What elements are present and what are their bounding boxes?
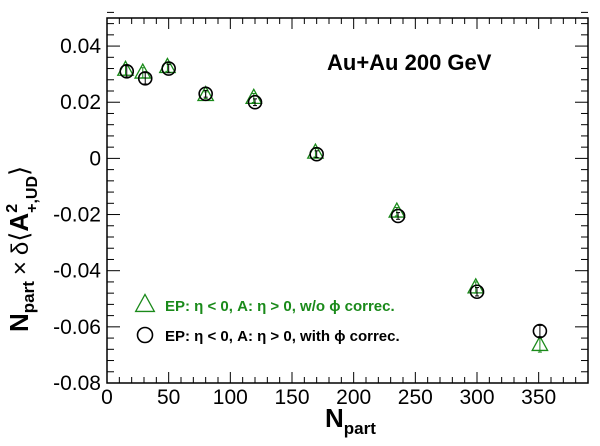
- data-point: [161, 61, 176, 76]
- legend-label: EP: η < 0, A: η > 0, w/o ϕ correc.: [165, 298, 395, 315]
- y-axis-label-rangle: ⟩: [4, 166, 34, 176]
- y-axis-label-delta: δ: [7, 242, 34, 255]
- legend-marker: [136, 326, 154, 344]
- data-point: [119, 64, 135, 79]
- x-tick-label: 350: [521, 386, 556, 409]
- y-axis-label-a: A: [4, 213, 34, 232]
- x-tick-label: 200: [336, 386, 371, 409]
- legend-label: EP: η < 0, A: η > 0, with ϕ correc.: [165, 328, 400, 345]
- x-axis-label-sub: part: [344, 419, 376, 438]
- y-axis-label-langle: ⟨: [4, 232, 34, 242]
- x-tick-label: 100: [213, 386, 248, 409]
- data-point: [198, 86, 213, 102]
- y-tick-label: -0.08: [53, 372, 101, 395]
- y-axis-label-n: N: [4, 313, 34, 332]
- y-tick-label: -0.04: [53, 260, 101, 283]
- x-axis-label-main: N: [325, 403, 344, 433]
- x-tick-label: 250: [398, 386, 433, 409]
- y-tick-label: 0.02: [60, 91, 101, 114]
- y-tick-label: 0: [89, 147, 101, 170]
- plot-frame: [106, 17, 589, 384]
- data-point: [137, 71, 153, 86]
- y-tick-label: -0.02: [53, 204, 101, 227]
- x-axis-label: Npart: [325, 403, 376, 438]
- y-axis-label-a-sub: +,UD: [24, 176, 41, 213]
- x-tick-label: 150: [274, 386, 309, 409]
- legend: EP: η < 0, A: η > 0, w/o ϕ correc. EP: η …: [134, 293, 400, 345]
- x-tick-label: 50: [157, 386, 180, 409]
- chart-annotation: Au+Au 200 GeV: [327, 50, 492, 75]
- y-axis-label-times: ×: [7, 261, 34, 275]
- data-point: [469, 284, 485, 300]
- y-axis-label: Npart × δ⟨A2 +,UD⟩: [4, 166, 41, 332]
- y-axis-label-n-sub: part: [19, 281, 38, 313]
- x-tick-label: 0: [101, 386, 113, 409]
- y-axis-label-a-sup: 2: [4, 204, 21, 213]
- data-point: [390, 208, 406, 224]
- data-point: [532, 323, 548, 339]
- axes: 0 50 100 150 200 250 300 350 -0.08 -0.06 -0.04 -0.0…: [53, 11, 589, 409]
- data-point: [133, 62, 152, 79]
- y-tick-label: 0.04: [60, 35, 101, 58]
- series-circle: [119, 61, 548, 339]
- y-tick-label: -0.06: [53, 316, 101, 339]
- legend-marker: [134, 293, 156, 313]
- x-tick-label: 300: [459, 386, 494, 409]
- data-point: [531, 335, 549, 352]
- data-point: [247, 94, 263, 110]
- data-series: [116, 57, 549, 353]
- data-point: [309, 146, 324, 162]
